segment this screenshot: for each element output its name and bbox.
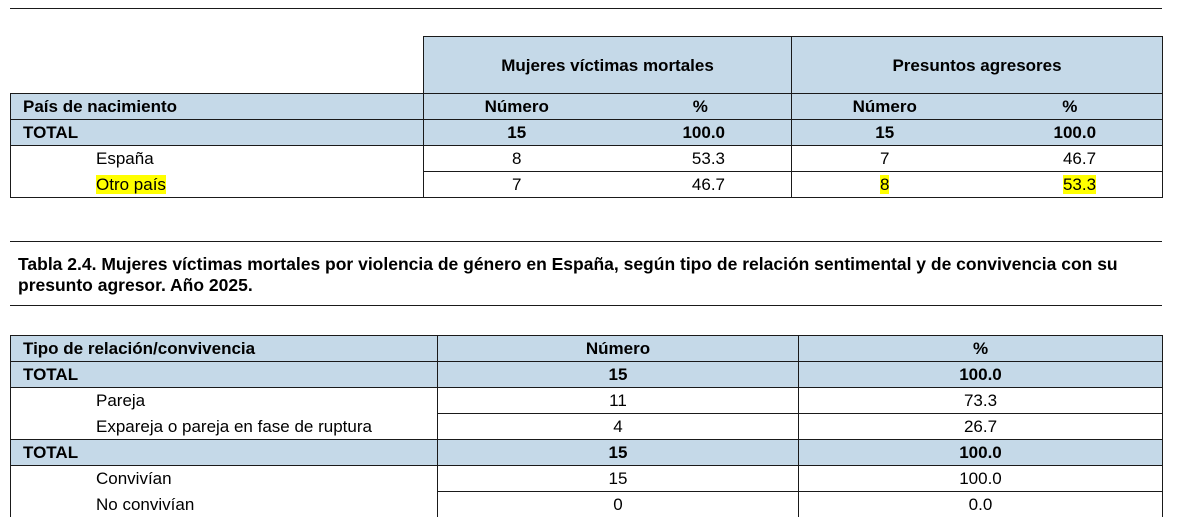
table-row: TOTAL 15 100.0 bbox=[10, 439, 1163, 466]
table-row: TOTAL 15 100.0 bbox=[10, 361, 1163, 388]
highlighted-value: 8 bbox=[880, 175, 890, 194]
col-victims-numero: Número bbox=[423, 93, 610, 120]
cell-num: 15 bbox=[437, 439, 799, 466]
table-row: TOTAL 15 100.0 15 100.0 bbox=[10, 119, 1164, 146]
cell-victims-pct: 53.3 bbox=[609, 145, 793, 172]
col-numero: Número bbox=[437, 335, 799, 362]
row-label: No convivían bbox=[10, 491, 438, 517]
cell-aggressors-num: 15 bbox=[791, 119, 978, 146]
table-row: Otro país 7 46.7 8 53.3 bbox=[10, 171, 1164, 198]
row-label: TOTAL bbox=[10, 361, 438, 388]
row-header-label: País de nacimiento bbox=[10, 93, 424, 120]
col-victims-pct: % bbox=[609, 93, 793, 120]
cell-pct: 100.0 bbox=[798, 361, 1163, 388]
top-rule bbox=[10, 8, 1162, 9]
cell-aggressors-pct: 46.7 bbox=[977, 145, 1164, 172]
column-header-row: País de nacimiento Número % Número % bbox=[10, 93, 1164, 120]
row-label: TOTAL bbox=[10, 439, 438, 466]
cell-num: 4 bbox=[437, 413, 799, 440]
cell-pct: 0.0 bbox=[798, 491, 1163, 517]
group-header-victims: Mujeres víctimas mortales bbox=[422, 36, 793, 94]
cell-victims-pct: 46.7 bbox=[609, 171, 793, 198]
section-rule-top bbox=[10, 241, 1162, 242]
cell-num: 15 bbox=[437, 361, 799, 388]
relationship-table: Tipo de relación/convivencia Número % TO… bbox=[10, 335, 1163, 517]
table-title: Tabla 2.4. Mujeres víctimas mortales por… bbox=[18, 254, 1118, 295]
birth-country-table: Mujeres víctimas mortales Presuntos agre… bbox=[10, 36, 1164, 198]
cell-victims-num: 15 bbox=[423, 119, 610, 146]
column-header-row: Tipo de relación/convivencia Número % bbox=[10, 335, 1163, 362]
cell-pct: 26.7 bbox=[798, 413, 1163, 440]
col-aggressors-numero: Número bbox=[791, 93, 978, 120]
row-label: Expareja o pareja en fase de ruptura bbox=[10, 413, 438, 440]
cell-num: 0 bbox=[437, 491, 799, 517]
row-label: Otro país bbox=[10, 171, 424, 198]
cell-victims-num: 7 bbox=[423, 171, 610, 198]
cell-pct: 73.3 bbox=[798, 387, 1163, 414]
cell-aggressors-num: 7 bbox=[791, 145, 978, 172]
cell-pct: 100.0 bbox=[798, 439, 1163, 466]
highlighted-label: Otro país bbox=[96, 174, 166, 194]
table-row: España 8 53.3 7 46.7 bbox=[10, 145, 1164, 172]
row-label: Convivían bbox=[10, 465, 438, 492]
col-pct: % bbox=[798, 335, 1163, 362]
cell-num: 11 bbox=[437, 387, 799, 414]
cell-pct: 100.0 bbox=[798, 465, 1163, 492]
table-row: Pareja 11 73.3 bbox=[10, 387, 1163, 414]
section-rule-bottom bbox=[10, 305, 1162, 306]
col-label: Tipo de relación/convivencia bbox=[10, 335, 438, 362]
cell-aggressors-num: 8 bbox=[791, 171, 978, 198]
group-header-aggressors: Presuntos agresores bbox=[791, 36, 1164, 94]
cell-victims-num: 8 bbox=[423, 145, 610, 172]
row-label: España bbox=[10, 145, 424, 172]
table-row: No convivían 0 0.0 bbox=[10, 491, 1163, 517]
cell-aggressors-pct: 100.0 bbox=[977, 119, 1164, 146]
col-aggressors-pct: % bbox=[977, 93, 1164, 120]
table-row: Expareja o pareja en fase de ruptura 4 2… bbox=[10, 413, 1163, 440]
row-label: Pareja bbox=[10, 387, 438, 414]
highlighted-value: 53.3 bbox=[1062, 175, 1097, 194]
table-row: Convivían 15 100.0 bbox=[10, 465, 1163, 492]
cell-aggressors-pct: 53.3 bbox=[977, 171, 1164, 198]
row-label: TOTAL bbox=[10, 119, 424, 146]
cell-victims-pct: 100.0 bbox=[609, 119, 793, 146]
cell-num: 15 bbox=[437, 465, 799, 492]
